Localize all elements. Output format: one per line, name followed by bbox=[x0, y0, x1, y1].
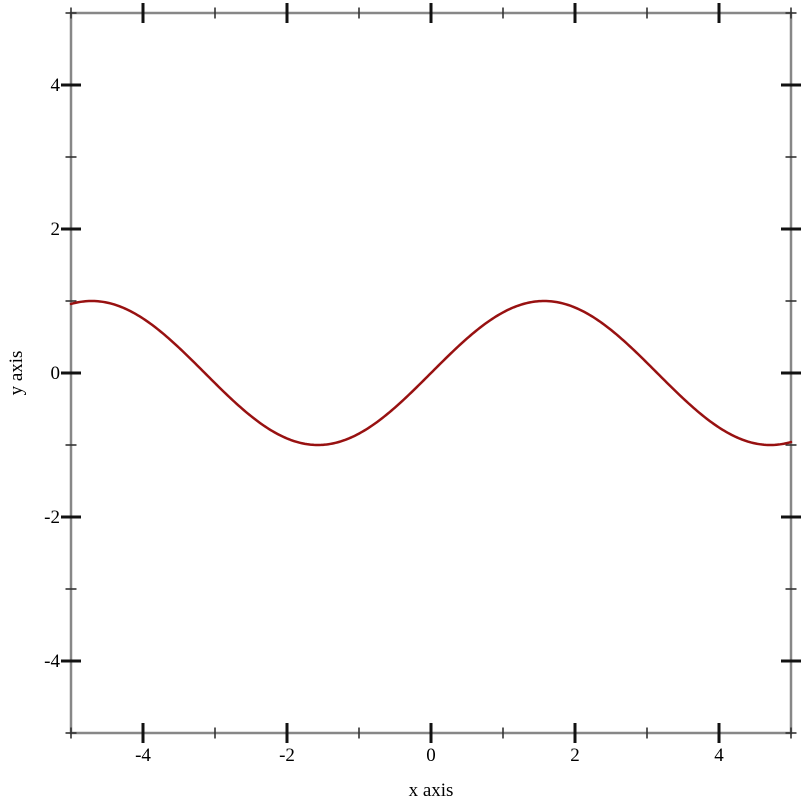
x-tick-label: -2 bbox=[279, 745, 295, 766]
y-tick-label: -2 bbox=[44, 507, 60, 528]
x-axis-label: x axis bbox=[409, 780, 454, 801]
y-tick-label: 4 bbox=[51, 75, 61, 96]
x-tick-label: -4 bbox=[135, 745, 151, 766]
x-tick-label: 0 bbox=[426, 745, 436, 766]
y-tick-label: 2 bbox=[51, 219, 61, 240]
major-ticks-group bbox=[61, 3, 801, 743]
x-tick-label: 2 bbox=[570, 745, 580, 766]
tick-labels-group: -4 -2 0 2 4 -4 -2 0 2 4 bbox=[44, 75, 724, 766]
x-tick-label: 4 bbox=[714, 745, 724, 766]
sine-curve bbox=[69, 299, 793, 447]
y-axis-label: y axis bbox=[6, 351, 27, 396]
y-tick-label: 0 bbox=[51, 363, 61, 384]
y-tick-label: -4 bbox=[44, 651, 60, 672]
minor-ticks-group bbox=[65, 7, 797, 739]
